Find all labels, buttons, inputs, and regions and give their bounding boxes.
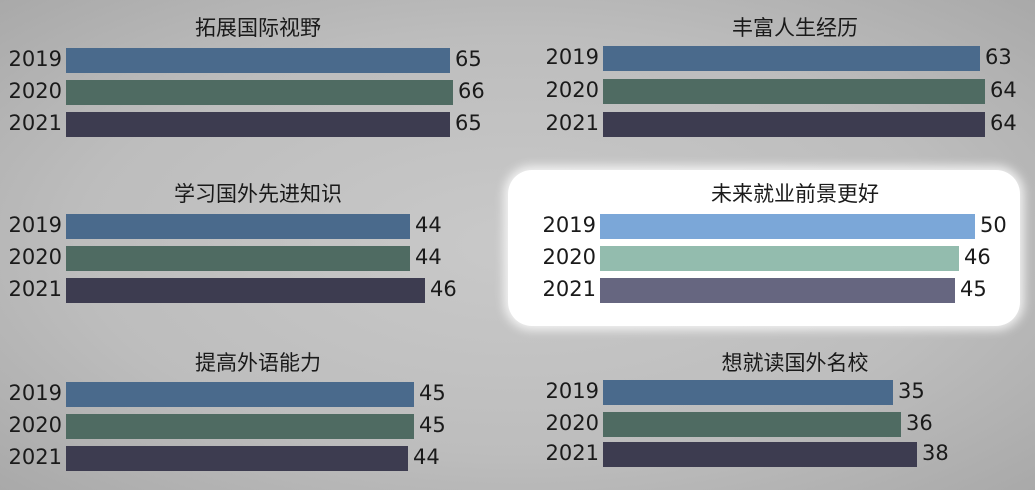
value-label: 44	[415, 245, 442, 269]
bar-2021	[66, 112, 450, 137]
bar-2019	[603, 380, 893, 405]
bar-2020	[600, 246, 959, 271]
value-label: 50	[980, 213, 1007, 237]
value-label: 45	[419, 381, 446, 405]
year-label: 2020	[8, 245, 62, 269]
value-label: 35	[898, 379, 925, 403]
bar-2019	[66, 214, 410, 239]
value-label: 46	[430, 277, 457, 301]
bar-2020	[66, 80, 453, 105]
panel-title: 学习国外先进知识	[174, 182, 342, 206]
bar-2019	[66, 382, 414, 407]
bar-2020	[603, 412, 901, 437]
value-label: 64	[990, 111, 1017, 135]
year-label: 2021	[545, 111, 599, 135]
year-label: 2020	[8, 79, 62, 103]
year-label: 2019	[8, 381, 62, 405]
value-label: 64	[990, 78, 1017, 102]
value-label: 65	[455, 47, 482, 71]
year-label: 2019	[542, 213, 596, 237]
bar-2021	[603, 442, 917, 467]
year-label: 2021	[8, 277, 62, 301]
value-label: 38	[922, 441, 949, 465]
bar-2019	[603, 46, 980, 71]
year-label: 2021	[542, 277, 596, 301]
value-label: 45	[960, 277, 987, 301]
bar-2019	[600, 214, 975, 239]
value-label: 66	[458, 79, 485, 103]
value-label: 44	[415, 213, 442, 237]
panel-title: 拓展国际视野	[195, 16, 321, 40]
panel-title: 想就读国外名校	[721, 351, 869, 375]
year-label: 2020	[545, 411, 599, 435]
value-label: 45	[419, 413, 446, 437]
year-label: 2020	[545, 78, 599, 102]
value-label: 46	[964, 245, 991, 269]
bar-2020	[603, 79, 985, 104]
value-label: 65	[455, 111, 482, 135]
year-label: 2019	[8, 213, 62, 237]
value-label: 36	[906, 411, 933, 435]
year-label: 2020	[542, 245, 596, 269]
value-label: 44	[413, 445, 440, 469]
bar-2021	[600, 278, 955, 303]
bar-2021	[603, 112, 985, 137]
year-label: 2021	[8, 445, 62, 469]
bar-2020	[66, 414, 414, 439]
bar-2020	[66, 246, 410, 271]
panel-title: 未来就业前景更好	[711, 182, 879, 206]
year-label: 2019	[545, 379, 599, 403]
panel-title: 提高外语能力	[195, 351, 321, 375]
year-label: 2021	[545, 441, 599, 465]
year-label: 2021	[8, 111, 62, 135]
year-label: 2019	[545, 45, 599, 69]
value-label: 63	[985, 45, 1012, 69]
bar-2021	[66, 278, 425, 303]
year-label: 2019	[8, 47, 62, 71]
year-label: 2020	[8, 413, 62, 437]
bar-2019	[66, 48, 450, 73]
bar-2021	[66, 446, 408, 471]
panel-title: 丰富人生经历	[732, 16, 858, 40]
